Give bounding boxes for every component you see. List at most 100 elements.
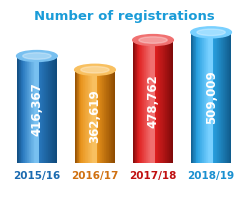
Bar [224,32,225,163]
Bar [169,40,170,163]
Bar [145,40,146,163]
Bar [226,32,227,163]
Bar [223,32,224,163]
Bar [141,40,142,163]
Bar [153,40,154,163]
Bar [89,70,90,163]
Bar [150,40,151,163]
Bar [204,32,205,163]
Bar [152,40,153,163]
Bar [83,70,84,163]
Bar [25,56,26,163]
Bar [26,56,27,163]
Bar [50,56,51,163]
Bar [37,56,38,163]
Bar [103,70,104,163]
Bar [144,40,145,163]
Bar [212,32,213,163]
Text: 2015/16: 2015/16 [13,171,61,181]
Bar [78,70,79,163]
Bar [139,40,140,163]
Bar [81,70,82,163]
Text: 2018/19: 2018/19 [187,171,235,181]
Bar [80,70,81,163]
Text: 2016/17: 2016/17 [71,171,119,181]
Bar [193,32,194,163]
Bar [213,32,214,163]
Bar [215,32,216,163]
Bar [76,70,77,163]
Bar [33,56,34,163]
Ellipse shape [81,67,109,73]
Bar [154,40,155,163]
Bar [27,56,28,163]
Bar [137,40,138,163]
Bar [90,70,91,163]
Bar [38,56,39,163]
Bar [19,56,20,163]
Bar [208,32,209,163]
Bar [24,56,25,163]
Bar [53,56,54,163]
Bar [105,70,106,163]
Bar [209,32,210,163]
Bar [155,40,156,163]
Bar [140,40,141,163]
Bar [93,70,94,163]
Bar [217,32,218,163]
Bar [29,56,30,163]
Bar [160,40,161,163]
Bar [75,70,76,163]
Bar [96,70,97,163]
Ellipse shape [23,53,51,59]
Bar [42,56,43,163]
Bar [136,40,137,163]
Bar [49,56,50,163]
Bar [219,32,220,163]
Bar [202,32,203,163]
Ellipse shape [197,29,225,35]
Text: 362,619: 362,619 [89,89,101,143]
Bar [157,40,158,163]
Bar [22,56,23,163]
Bar [147,40,148,163]
Ellipse shape [191,27,231,38]
Bar [191,32,192,163]
Bar [112,70,113,163]
Bar [222,32,223,163]
Bar [142,40,143,163]
Bar [85,70,86,163]
Bar [162,40,163,163]
Bar [200,32,201,163]
Bar [197,32,198,163]
Bar [192,32,193,163]
Bar [149,40,150,163]
Bar [206,32,207,163]
Bar [31,56,32,163]
Bar [113,70,114,163]
Bar [228,32,229,163]
Bar [199,32,200,163]
Bar [156,40,157,163]
Bar [17,56,18,163]
Bar [51,56,52,163]
Bar [94,70,95,163]
Bar [88,70,89,163]
Bar [84,70,85,163]
Bar [54,56,55,163]
Ellipse shape [75,64,115,75]
Bar [168,40,169,163]
Bar [194,32,195,163]
Bar [166,40,167,163]
Bar [21,56,22,163]
Bar [133,40,134,163]
Bar [161,40,162,163]
Bar [218,32,219,163]
Bar [216,32,217,163]
Bar [225,32,226,163]
Bar [82,70,83,163]
Bar [47,56,48,163]
Bar [198,32,199,163]
Bar [40,56,41,163]
Text: 478,762: 478,762 [147,74,159,128]
